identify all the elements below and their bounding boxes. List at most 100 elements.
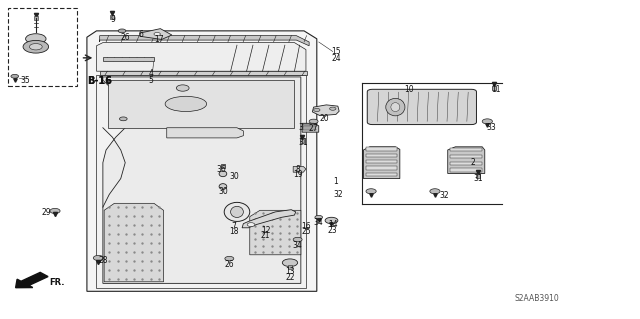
Text: 34: 34 xyxy=(313,218,323,226)
Text: 13: 13 xyxy=(285,267,295,276)
Circle shape xyxy=(118,29,126,33)
Text: 12: 12 xyxy=(261,226,271,234)
Polygon shape xyxy=(250,210,301,255)
Text: 24: 24 xyxy=(331,54,340,63)
Text: 5: 5 xyxy=(148,76,153,85)
Bar xyxy=(303,123,316,125)
Circle shape xyxy=(120,117,127,121)
Bar xyxy=(303,129,316,130)
Polygon shape xyxy=(100,71,307,75)
Text: 18: 18 xyxy=(229,227,239,236)
Bar xyxy=(366,160,397,163)
Text: 22: 22 xyxy=(285,272,295,281)
Text: 29: 29 xyxy=(42,208,51,217)
Circle shape xyxy=(11,74,19,78)
Polygon shape xyxy=(104,203,164,282)
Circle shape xyxy=(325,217,338,224)
Text: 7: 7 xyxy=(231,222,236,231)
Ellipse shape xyxy=(391,103,400,112)
Text: S2AAB3910: S2AAB3910 xyxy=(515,294,559,303)
Text: 9: 9 xyxy=(110,15,115,24)
Text: 15: 15 xyxy=(331,47,340,56)
Text: 4: 4 xyxy=(148,69,153,78)
Circle shape xyxy=(293,237,302,242)
Polygon shape xyxy=(87,31,317,291)
Text: 19: 19 xyxy=(293,170,303,179)
Polygon shape xyxy=(312,105,339,116)
Text: FR.: FR. xyxy=(49,278,65,287)
Bar xyxy=(451,162,482,165)
Ellipse shape xyxy=(219,171,227,177)
Circle shape xyxy=(154,33,161,36)
Text: 1: 1 xyxy=(333,177,339,186)
Polygon shape xyxy=(97,43,306,71)
Text: 28: 28 xyxy=(98,256,108,265)
Text: 10: 10 xyxy=(404,85,414,94)
Circle shape xyxy=(314,108,320,112)
FancyBboxPatch shape xyxy=(367,89,476,124)
Text: 6: 6 xyxy=(139,31,143,40)
Text: 20: 20 xyxy=(319,114,329,123)
Text: 34: 34 xyxy=(292,241,303,250)
Circle shape xyxy=(225,256,234,261)
Text: 35: 35 xyxy=(20,76,30,85)
Circle shape xyxy=(29,44,42,50)
Bar xyxy=(451,155,482,158)
Text: 26: 26 xyxy=(120,33,130,42)
Text: 3: 3 xyxy=(298,123,303,132)
Polygon shape xyxy=(103,77,301,283)
Circle shape xyxy=(366,189,376,194)
Circle shape xyxy=(482,119,492,124)
Circle shape xyxy=(26,34,46,44)
Polygon shape xyxy=(448,147,484,174)
Polygon shape xyxy=(100,36,309,46)
Circle shape xyxy=(315,215,323,219)
Text: B-16: B-16 xyxy=(87,76,112,86)
Bar xyxy=(366,173,397,176)
Text: 31: 31 xyxy=(298,137,308,146)
Polygon shape xyxy=(103,57,154,61)
Text: 23: 23 xyxy=(328,226,337,234)
Bar xyxy=(366,154,397,157)
Text: B-16: B-16 xyxy=(87,76,112,86)
Polygon shape xyxy=(167,128,243,138)
Bar xyxy=(451,148,482,151)
Text: 36: 36 xyxy=(216,165,226,174)
Ellipse shape xyxy=(165,96,207,112)
Text: 17: 17 xyxy=(154,35,164,44)
Text: 16: 16 xyxy=(301,222,311,231)
Text: 33: 33 xyxy=(486,122,496,132)
Text: 14: 14 xyxy=(328,220,337,229)
Text: 30: 30 xyxy=(218,187,228,197)
Bar xyxy=(366,147,397,151)
Bar xyxy=(8,8,77,86)
Circle shape xyxy=(23,41,49,53)
Circle shape xyxy=(247,223,255,226)
Text: 8: 8 xyxy=(295,165,300,174)
Circle shape xyxy=(93,256,104,261)
Circle shape xyxy=(309,119,318,123)
Polygon shape xyxy=(108,80,294,128)
Text: 31: 31 xyxy=(474,174,483,183)
Text: 26: 26 xyxy=(225,260,234,270)
Ellipse shape xyxy=(386,98,405,116)
Bar xyxy=(366,167,397,170)
Circle shape xyxy=(430,189,440,194)
Circle shape xyxy=(330,107,336,110)
Bar xyxy=(303,126,316,127)
Ellipse shape xyxy=(230,206,243,218)
Polygon shape xyxy=(364,147,400,179)
Text: 30: 30 xyxy=(229,173,239,182)
Text: 27: 27 xyxy=(309,124,319,133)
Text: 2: 2 xyxy=(471,158,476,167)
Circle shape xyxy=(176,85,189,91)
Circle shape xyxy=(50,208,60,213)
Text: 25: 25 xyxy=(301,227,311,236)
Text: 32: 32 xyxy=(333,190,342,199)
Polygon shape xyxy=(242,210,296,228)
Polygon shape xyxy=(293,167,306,172)
Ellipse shape xyxy=(219,184,227,189)
Text: 21: 21 xyxy=(261,231,271,240)
Circle shape xyxy=(282,259,298,267)
Ellipse shape xyxy=(224,202,250,221)
